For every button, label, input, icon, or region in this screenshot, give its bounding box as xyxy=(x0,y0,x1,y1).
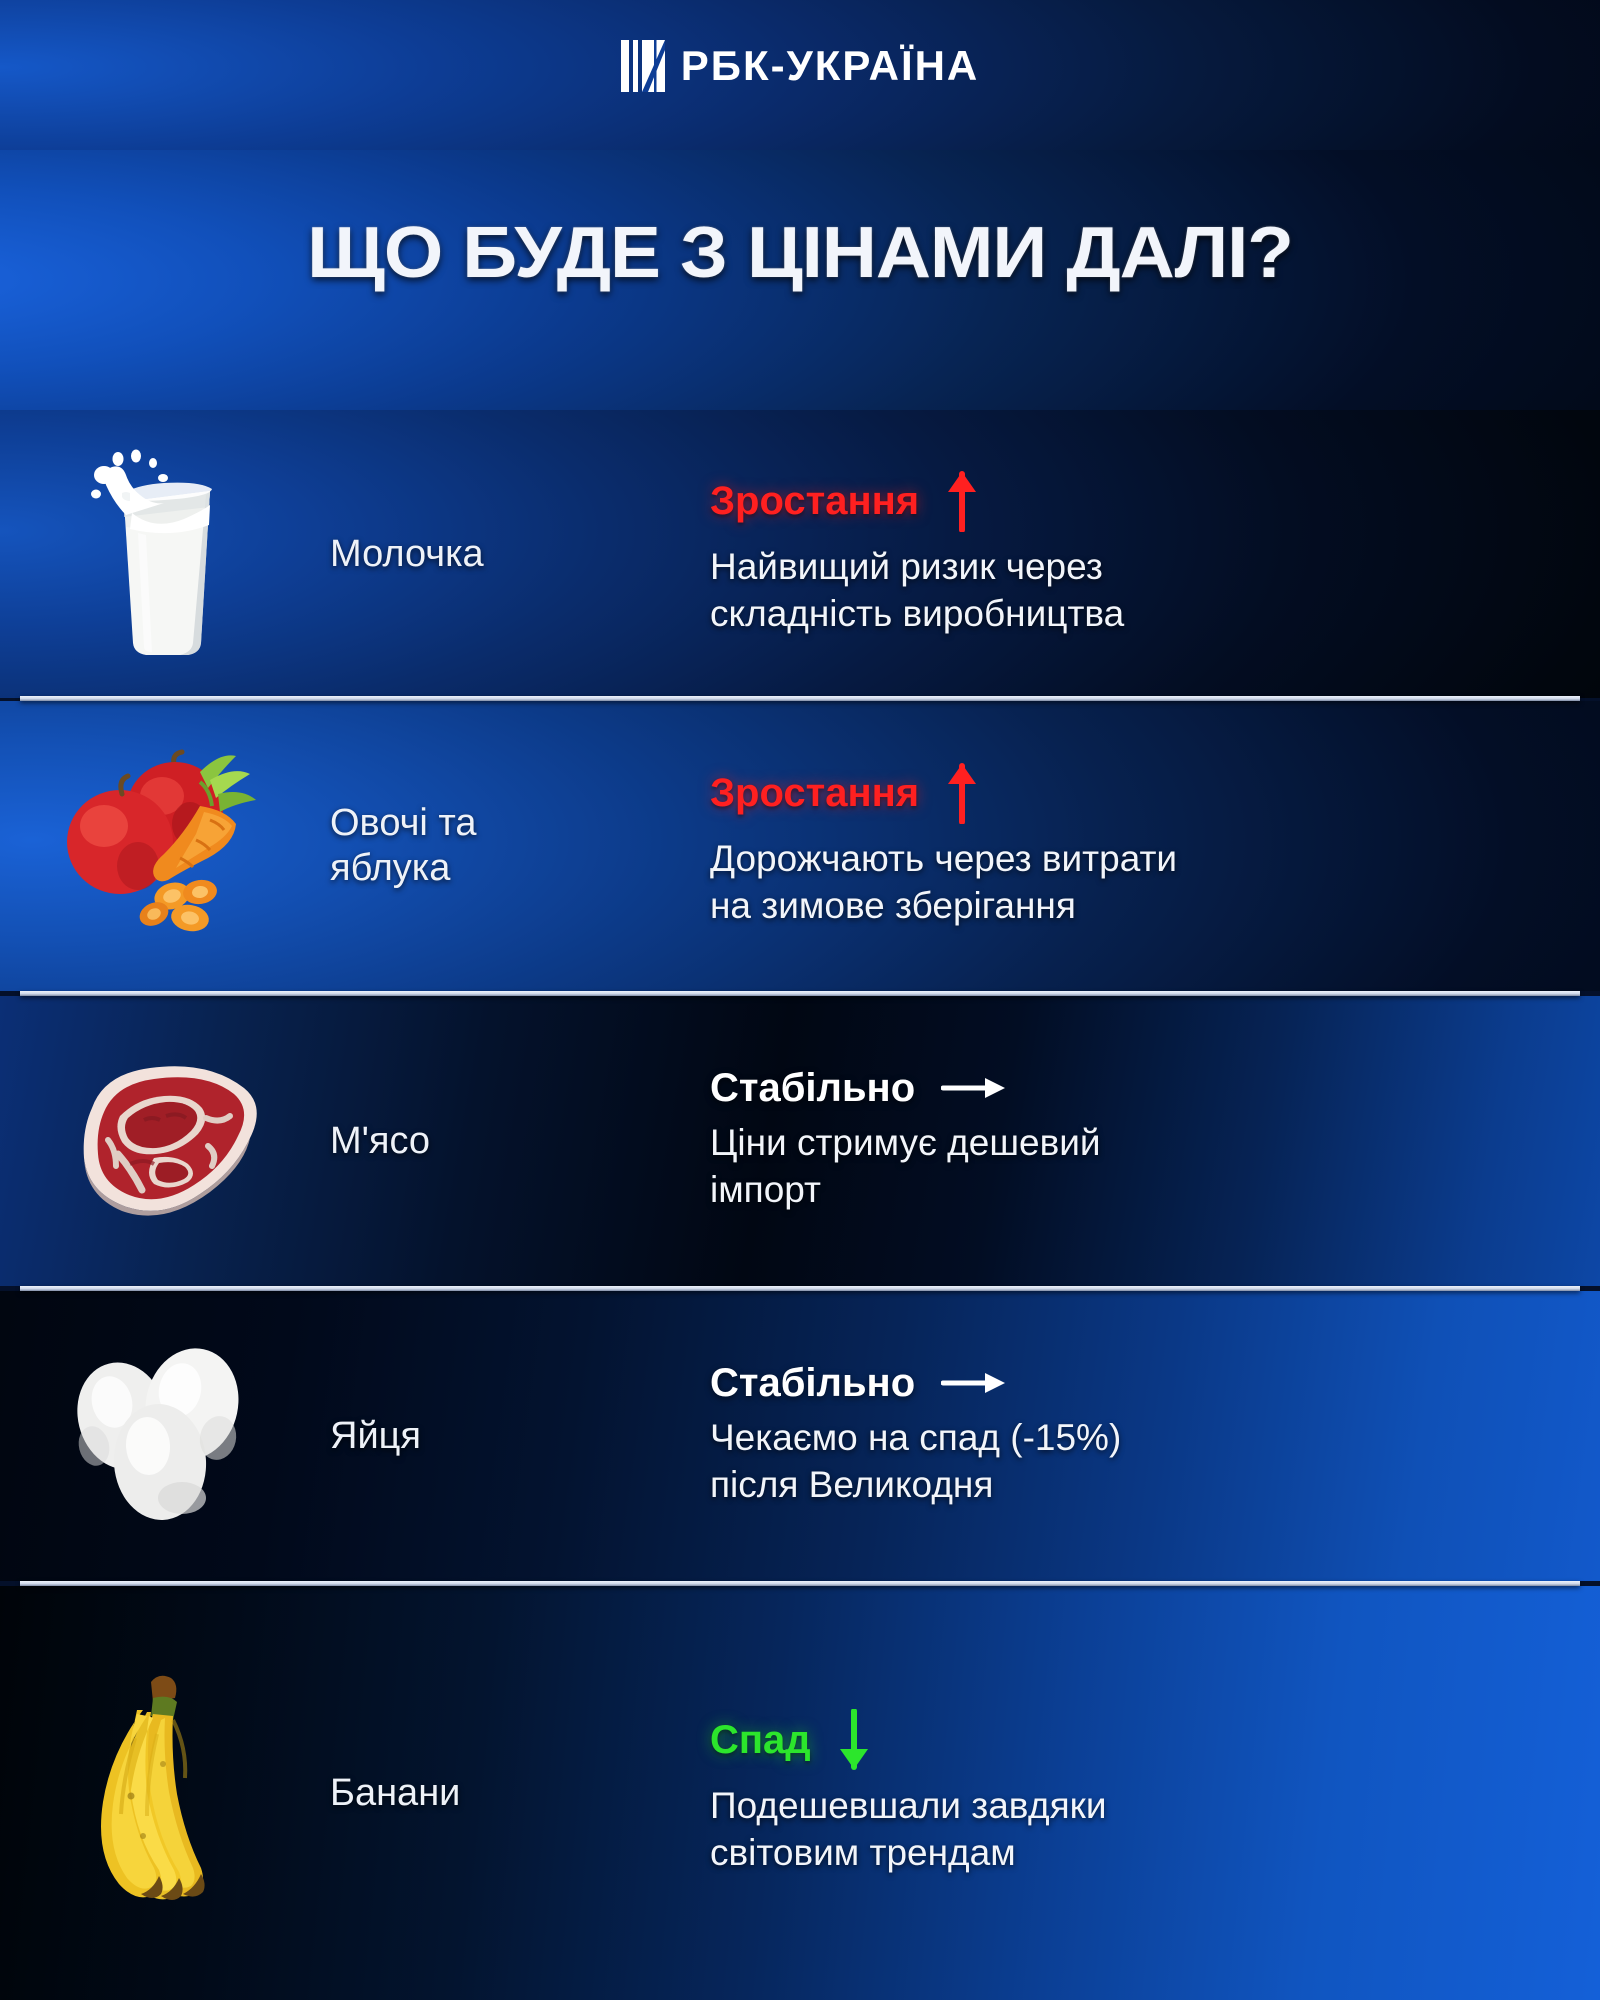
row-label-line-2: яблука xyxy=(330,847,451,889)
row-description: Ціни стримує дешевий імпорт xyxy=(710,1120,1560,1214)
row-icon-cell xyxy=(0,447,330,662)
steak-meat-icon xyxy=(83,1065,257,1216)
row-label-cell: Овочі та яблука xyxy=(330,801,710,891)
row-label-cell: М'ясо xyxy=(330,1119,710,1164)
row-label: Молочка xyxy=(330,532,484,575)
status-line: Стабільно xyxy=(710,1363,1560,1403)
row-label-cell: Банани xyxy=(330,1771,710,1816)
status-line: Зростання xyxy=(710,762,1560,825)
desc-line-1: Подешевшали завдяки xyxy=(710,1785,1107,1827)
row-info-cell: Стабільно Чекаємо на спад (-15%) після В… xyxy=(710,1363,1600,1509)
row-description: Найвищий ризик через складність виробниц… xyxy=(710,544,1560,638)
desc-line-1: Найвищий ризик через xyxy=(710,546,1103,588)
arrow-up-icon xyxy=(948,763,977,825)
arrow-right-icon xyxy=(941,1078,1006,1099)
desc-line-2: світовим трендам xyxy=(710,1832,1016,1873)
row-vegetables: Овочі та яблука Зростання Дорожчають чер… xyxy=(0,701,1600,991)
row-divider-4 xyxy=(20,1581,1580,1586)
status-badge: Стабільно xyxy=(710,1066,916,1111)
row-background xyxy=(0,701,1600,991)
status-line: Спад xyxy=(710,1709,1560,1771)
row-divider-2 xyxy=(20,991,1580,996)
row-background xyxy=(0,996,1600,1286)
row-info-cell: Стабільно Ціни стримує дешевий імпорт xyxy=(710,1068,1600,1214)
milk-glass-icon xyxy=(91,449,212,655)
arrow-down-icon xyxy=(839,1709,868,1771)
row-description: Дорожчають через витрати на зимове збері… xyxy=(710,836,1560,930)
row-background xyxy=(0,1586,1600,2000)
row-label: Банани xyxy=(330,1771,461,1814)
arrow-right-icon xyxy=(941,1373,1006,1394)
row-label: Яйця xyxy=(330,1414,422,1457)
page-title: ЩО БУДЕ З ЦІНАМИ ДАЛІ? xyxy=(307,213,1294,293)
eggs-icon xyxy=(77,1348,239,1520)
brand-logo: РБК-УКРАЇНА xyxy=(0,40,1600,92)
rbk-logo-mark-icon xyxy=(620,40,665,92)
row-divider-3 xyxy=(20,1286,1580,1291)
row-meat: М'ясо Стабільно Ціни стримує дешевий імп… xyxy=(0,996,1600,1286)
row-eggs: Яйця Стабільно Чекаємо на спад (-15%) пі… xyxy=(0,1291,1600,1581)
row-label-line-1: Овочі та xyxy=(330,802,477,845)
title-band xyxy=(0,150,1600,410)
row-background xyxy=(0,1291,1600,1581)
row-divider-1 xyxy=(20,696,1580,701)
desc-line-2: після Великодня xyxy=(710,1464,994,1505)
status-badge: Стабільно xyxy=(710,1361,916,1406)
row-info-cell: Спад Подешевшали завдяки світовим тренда… xyxy=(710,1709,1600,1877)
row-milk: Молочка Зростання Найвищий ризик через с… xyxy=(0,410,1600,698)
desc-line-2: на зимове зберігання xyxy=(710,885,1076,926)
status-badge: Зростання xyxy=(710,479,920,524)
row-icon-cell xyxy=(0,1054,330,1229)
desc-line-2: імпорт xyxy=(710,1169,821,1210)
apples-carrot-icon xyxy=(67,749,256,932)
desc-line-1: Ціни стримує дешевий xyxy=(710,1122,1101,1164)
row-bananas: Банани Спад Подешевшали завдяки світовим… xyxy=(0,1586,1600,2000)
desc-line-1: Чекаємо на спад (-15%) xyxy=(710,1417,1122,1459)
row-icon-cell xyxy=(0,1346,330,1526)
row-label: М'ясо xyxy=(330,1119,431,1162)
row-icon-cell xyxy=(0,1668,330,1918)
status-line: Зростання xyxy=(710,470,1560,533)
row-background xyxy=(0,410,1600,698)
status-line: Стабільно xyxy=(710,1068,1560,1108)
row-label-cell: Молочка xyxy=(330,532,710,577)
row-info-cell: Зростання Найвищий ризик через складніст… xyxy=(710,470,1600,638)
row-description: Подешевшали завдяки світовим трендам xyxy=(710,1783,1560,1877)
status-badge: Спад xyxy=(710,1718,811,1763)
bananas-icon xyxy=(101,1675,205,1900)
header-band xyxy=(0,0,1600,150)
desc-line-2: складність виробництва xyxy=(710,593,1125,634)
status-badge: Зростання xyxy=(710,771,920,816)
brand-name: РБК-УКРАЇНА xyxy=(680,42,980,89)
row-info-cell: Зростання Дорожчають через витрати на зи… xyxy=(710,762,1600,930)
arrow-up-icon xyxy=(948,471,977,533)
row-label-cell: Яйця xyxy=(330,1414,710,1459)
row-icon-cell xyxy=(0,746,330,946)
desc-line-1: Дорожчають через витрати xyxy=(710,838,1178,880)
row-description: Чекаємо на спад (-15%) після Великодня xyxy=(710,1415,1560,1509)
